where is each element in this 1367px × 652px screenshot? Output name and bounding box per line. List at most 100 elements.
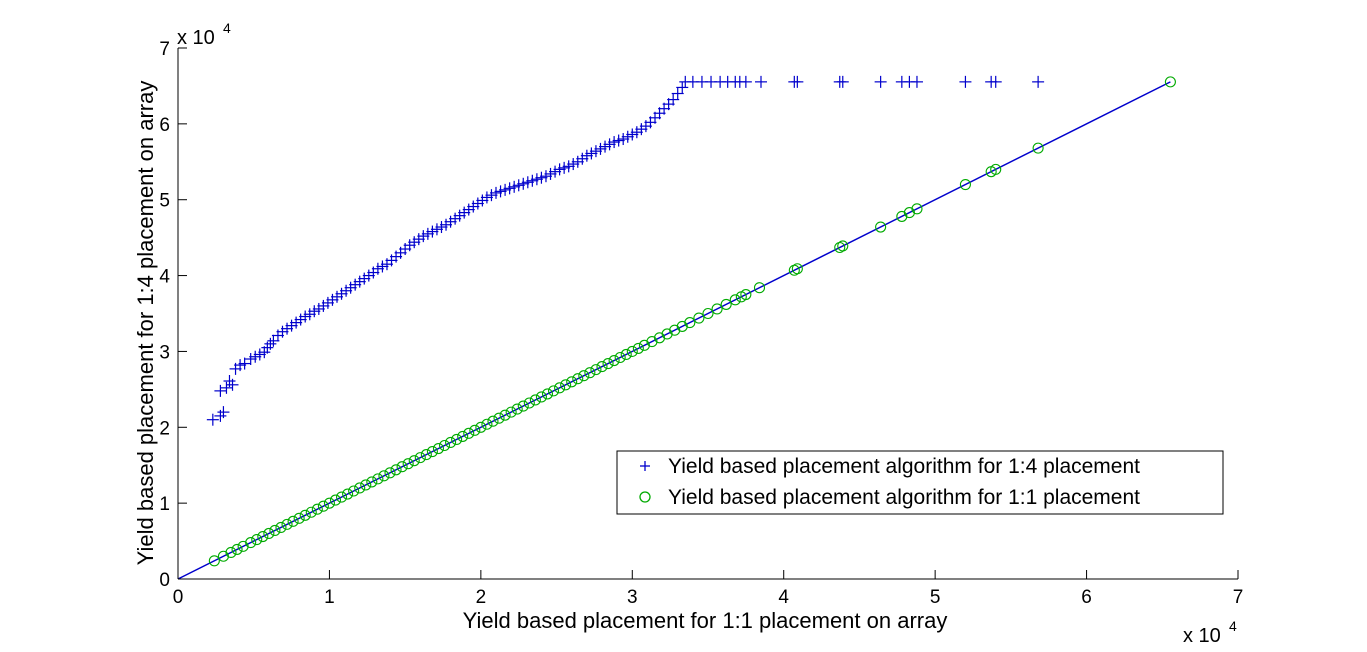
data-point-circle bbox=[445, 436, 457, 449]
data-point-plus bbox=[671, 87, 684, 100]
data-point-circle bbox=[554, 382, 566, 394]
data-point-circle bbox=[791, 263, 803, 275]
data-point-circle bbox=[414, 452, 426, 464]
data-point-circle bbox=[578, 370, 590, 382]
data-point-circle bbox=[469, 424, 481, 436]
data-point-circle bbox=[740, 288, 752, 301]
data-point-circle bbox=[911, 203, 923, 215]
y-multiplier-exponent: 4 bbox=[223, 20, 231, 36]
data-point-circle bbox=[590, 364, 602, 376]
data-point-circle bbox=[602, 358, 614, 370]
data-point-circle bbox=[990, 163, 1002, 175]
y-tick-label: 6 bbox=[159, 115, 170, 136]
data-point-circle bbox=[702, 307, 714, 320]
data-point-circle bbox=[959, 178, 971, 191]
x-tick-label: 4 bbox=[778, 587, 789, 608]
data-point-circle bbox=[753, 282, 766, 294]
data-point-circle bbox=[384, 467, 396, 479]
data-point-circle bbox=[475, 421, 487, 433]
data-point-plus bbox=[676, 81, 689, 94]
y-tick-label: 2 bbox=[159, 418, 170, 439]
y-tick-label: 0 bbox=[159, 570, 170, 591]
x-tick-label: 7 bbox=[1233, 587, 1244, 608]
series-plus-layer bbox=[206, 75, 1045, 426]
data-point-circle bbox=[837, 240, 849, 252]
data-point-circle bbox=[596, 361, 608, 373]
data-point-plus bbox=[755, 75, 767, 88]
data-point-circle bbox=[366, 476, 378, 488]
data-point-circle bbox=[305, 506, 317, 518]
data-point-circle bbox=[620, 348, 632, 361]
y-tick-label: 1 bbox=[159, 494, 170, 515]
legend-plus-marker bbox=[640, 461, 650, 471]
data-point-plus bbox=[739, 75, 752, 88]
data-point-plus bbox=[667, 93, 680, 106]
data-point-circle bbox=[426, 446, 438, 458]
x-tick-label: 5 bbox=[930, 587, 941, 608]
data-point-circle bbox=[396, 461, 408, 473]
data-point-circle bbox=[535, 391, 547, 403]
data-point-circle bbox=[684, 317, 696, 329]
data-point-plus bbox=[264, 337, 277, 350]
data-point-circle bbox=[1164, 76, 1176, 88]
axes bbox=[177, 47, 1239, 580]
data-point-plus bbox=[791, 75, 804, 88]
x-multiplier-text: x 10 bbox=[1183, 625, 1221, 647]
data-point-circle bbox=[614, 351, 626, 364]
data-point-circle bbox=[720, 298, 732, 310]
data-point-circle bbox=[287, 515, 299, 527]
data-point-circle bbox=[632, 342, 644, 354]
data-point-plus bbox=[217, 406, 230, 419]
data-point-circle bbox=[584, 367, 596, 379]
y-tick-label: 4 bbox=[159, 267, 170, 288]
x-tick-label: 1 bbox=[324, 587, 335, 608]
data-point-circle bbox=[231, 543, 243, 555]
data-point-circle bbox=[329, 494, 342, 506]
x-tick-label: 0 bbox=[173, 587, 184, 608]
data-point-circle bbox=[693, 312, 705, 324]
data-point-plus bbox=[836, 75, 849, 88]
data-point-circle bbox=[523, 397, 535, 409]
data-point-circle bbox=[281, 518, 293, 530]
data-point-plus bbox=[220, 381, 233, 394]
data-point-circle bbox=[378, 470, 390, 482]
series-circle-layer bbox=[208, 76, 1176, 567]
data-point-circle bbox=[438, 439, 451, 452]
data-point-circle bbox=[402, 458, 414, 470]
data-point-circle bbox=[420, 449, 432, 461]
data-point-plus bbox=[910, 75, 923, 88]
legend-label-1-4: Yield based placement algorithm for 1:4 … bbox=[668, 455, 1140, 478]
data-point-circle bbox=[432, 442, 445, 455]
y-axis-multiplier: x 10 4 bbox=[177, 20, 231, 49]
data-point-circle bbox=[875, 221, 887, 233]
legend-circle-marker bbox=[639, 491, 651, 503]
data-point-circle bbox=[511, 403, 523, 415]
y-tick-label: 5 bbox=[159, 191, 170, 212]
data-point-circle bbox=[245, 537, 257, 549]
data-point-circle bbox=[529, 394, 541, 406]
data-point-plus bbox=[223, 375, 236, 388]
data-point-circle bbox=[251, 534, 263, 546]
data-point-circle bbox=[547, 385, 560, 397]
x-tick-label: 2 bbox=[476, 587, 487, 608]
data-point-plus bbox=[214, 384, 227, 397]
x-tick-label: 6 bbox=[1081, 587, 1092, 608]
data-point-circle bbox=[390, 464, 402, 476]
data-point-circle bbox=[257, 530, 269, 543]
data-point-circle bbox=[348, 485, 360, 497]
data-point-circle bbox=[323, 497, 335, 509]
data-point-circle bbox=[360, 479, 372, 491]
data-point-circle bbox=[372, 473, 384, 485]
data-point-circle bbox=[299, 509, 311, 521]
data-point-circle bbox=[608, 354, 620, 367]
x-axis-label: Yield based placement for 1:1 placement … bbox=[463, 608, 948, 633]
y-tick-label: 3 bbox=[159, 342, 170, 363]
data-point-circle bbox=[711, 303, 723, 315]
data-point-circle bbox=[451, 433, 463, 445]
legend-label-1-1: Yield based placement algorithm for 1:1 … bbox=[668, 486, 1140, 509]
data-point-circle bbox=[225, 546, 237, 559]
data-point-circle bbox=[269, 524, 281, 537]
data-point-circle bbox=[517, 400, 529, 412]
data-point-circle bbox=[566, 376, 578, 388]
